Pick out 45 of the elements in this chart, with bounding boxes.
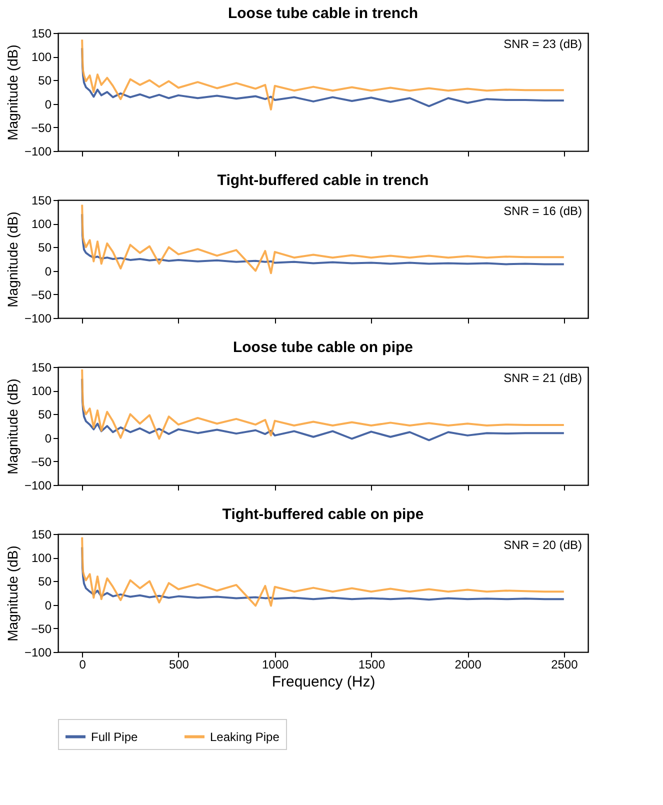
y-axis-title: Magnitude (dB) xyxy=(4,546,20,642)
y-tick-label: −100 xyxy=(24,646,52,660)
y-tick-label: −50 xyxy=(31,454,52,469)
y-tick-label: 0 xyxy=(44,598,52,612)
x-tick-label: 0 xyxy=(79,658,86,672)
chart-title: Tight-buffered cable on pipe xyxy=(222,506,424,523)
y-tick-label: 0 xyxy=(44,264,52,278)
y-tick-label: −50 xyxy=(31,622,52,636)
y-tick-label: 150 xyxy=(31,194,52,208)
y-tick-label: 0 xyxy=(44,97,52,112)
y-tick-label: 100 xyxy=(31,50,52,64)
y-tick-label: 100 xyxy=(31,217,52,232)
y-tick-label: −100 xyxy=(24,144,52,158)
y-tick-label: 0 xyxy=(44,431,52,446)
y-tick-label: −50 xyxy=(31,288,52,302)
y-tick-label: 50 xyxy=(38,408,52,422)
x-axis-title: Frequency (Hz) xyxy=(272,674,376,690)
x-tick-label: 1000 xyxy=(262,658,289,672)
legend-label: Full Pipe xyxy=(91,730,138,744)
y-tick-label: 50 xyxy=(38,240,52,255)
x-tick-label: 1500 xyxy=(358,658,386,672)
y-tick-label: −100 xyxy=(24,478,52,492)
y-tick-label: 150 xyxy=(31,360,52,374)
x-tick-label: 2000 xyxy=(454,658,482,672)
legend-label: Leaking Pipe xyxy=(210,730,280,744)
chart-title: Loose tube cable in trench xyxy=(228,5,418,22)
y-tick-label: 50 xyxy=(38,74,52,88)
annotation: SNR = 21 (dB) xyxy=(504,371,582,385)
y-tick-label: 50 xyxy=(38,574,52,589)
x-tick-label: 500 xyxy=(168,658,190,672)
y-tick-label: 150 xyxy=(31,528,52,542)
annotation: SNR = 16 (dB) xyxy=(504,204,582,218)
annotation: SNR = 23 (dB) xyxy=(504,37,582,51)
y-axis-title: Magnitude (dB) xyxy=(4,378,20,474)
y-tick-label: 150 xyxy=(31,26,52,40)
y-tick-label: 100 xyxy=(31,551,52,566)
x-tick-label: 2500 xyxy=(551,658,578,672)
annotation: SNR = 20 (dB) xyxy=(504,538,582,552)
y-tick-label: 100 xyxy=(31,384,52,398)
chart-title: Tight-buffered cable in trench xyxy=(217,172,429,189)
chart-title: Loose tube cable on pipe xyxy=(232,339,414,356)
y-tick-label: −100 xyxy=(24,312,52,326)
y-axis-title: Magnitude (dB) xyxy=(4,44,20,140)
y-axis-title: Magnitude (dB) xyxy=(4,212,20,308)
y-tick-label: −50 xyxy=(31,120,52,135)
